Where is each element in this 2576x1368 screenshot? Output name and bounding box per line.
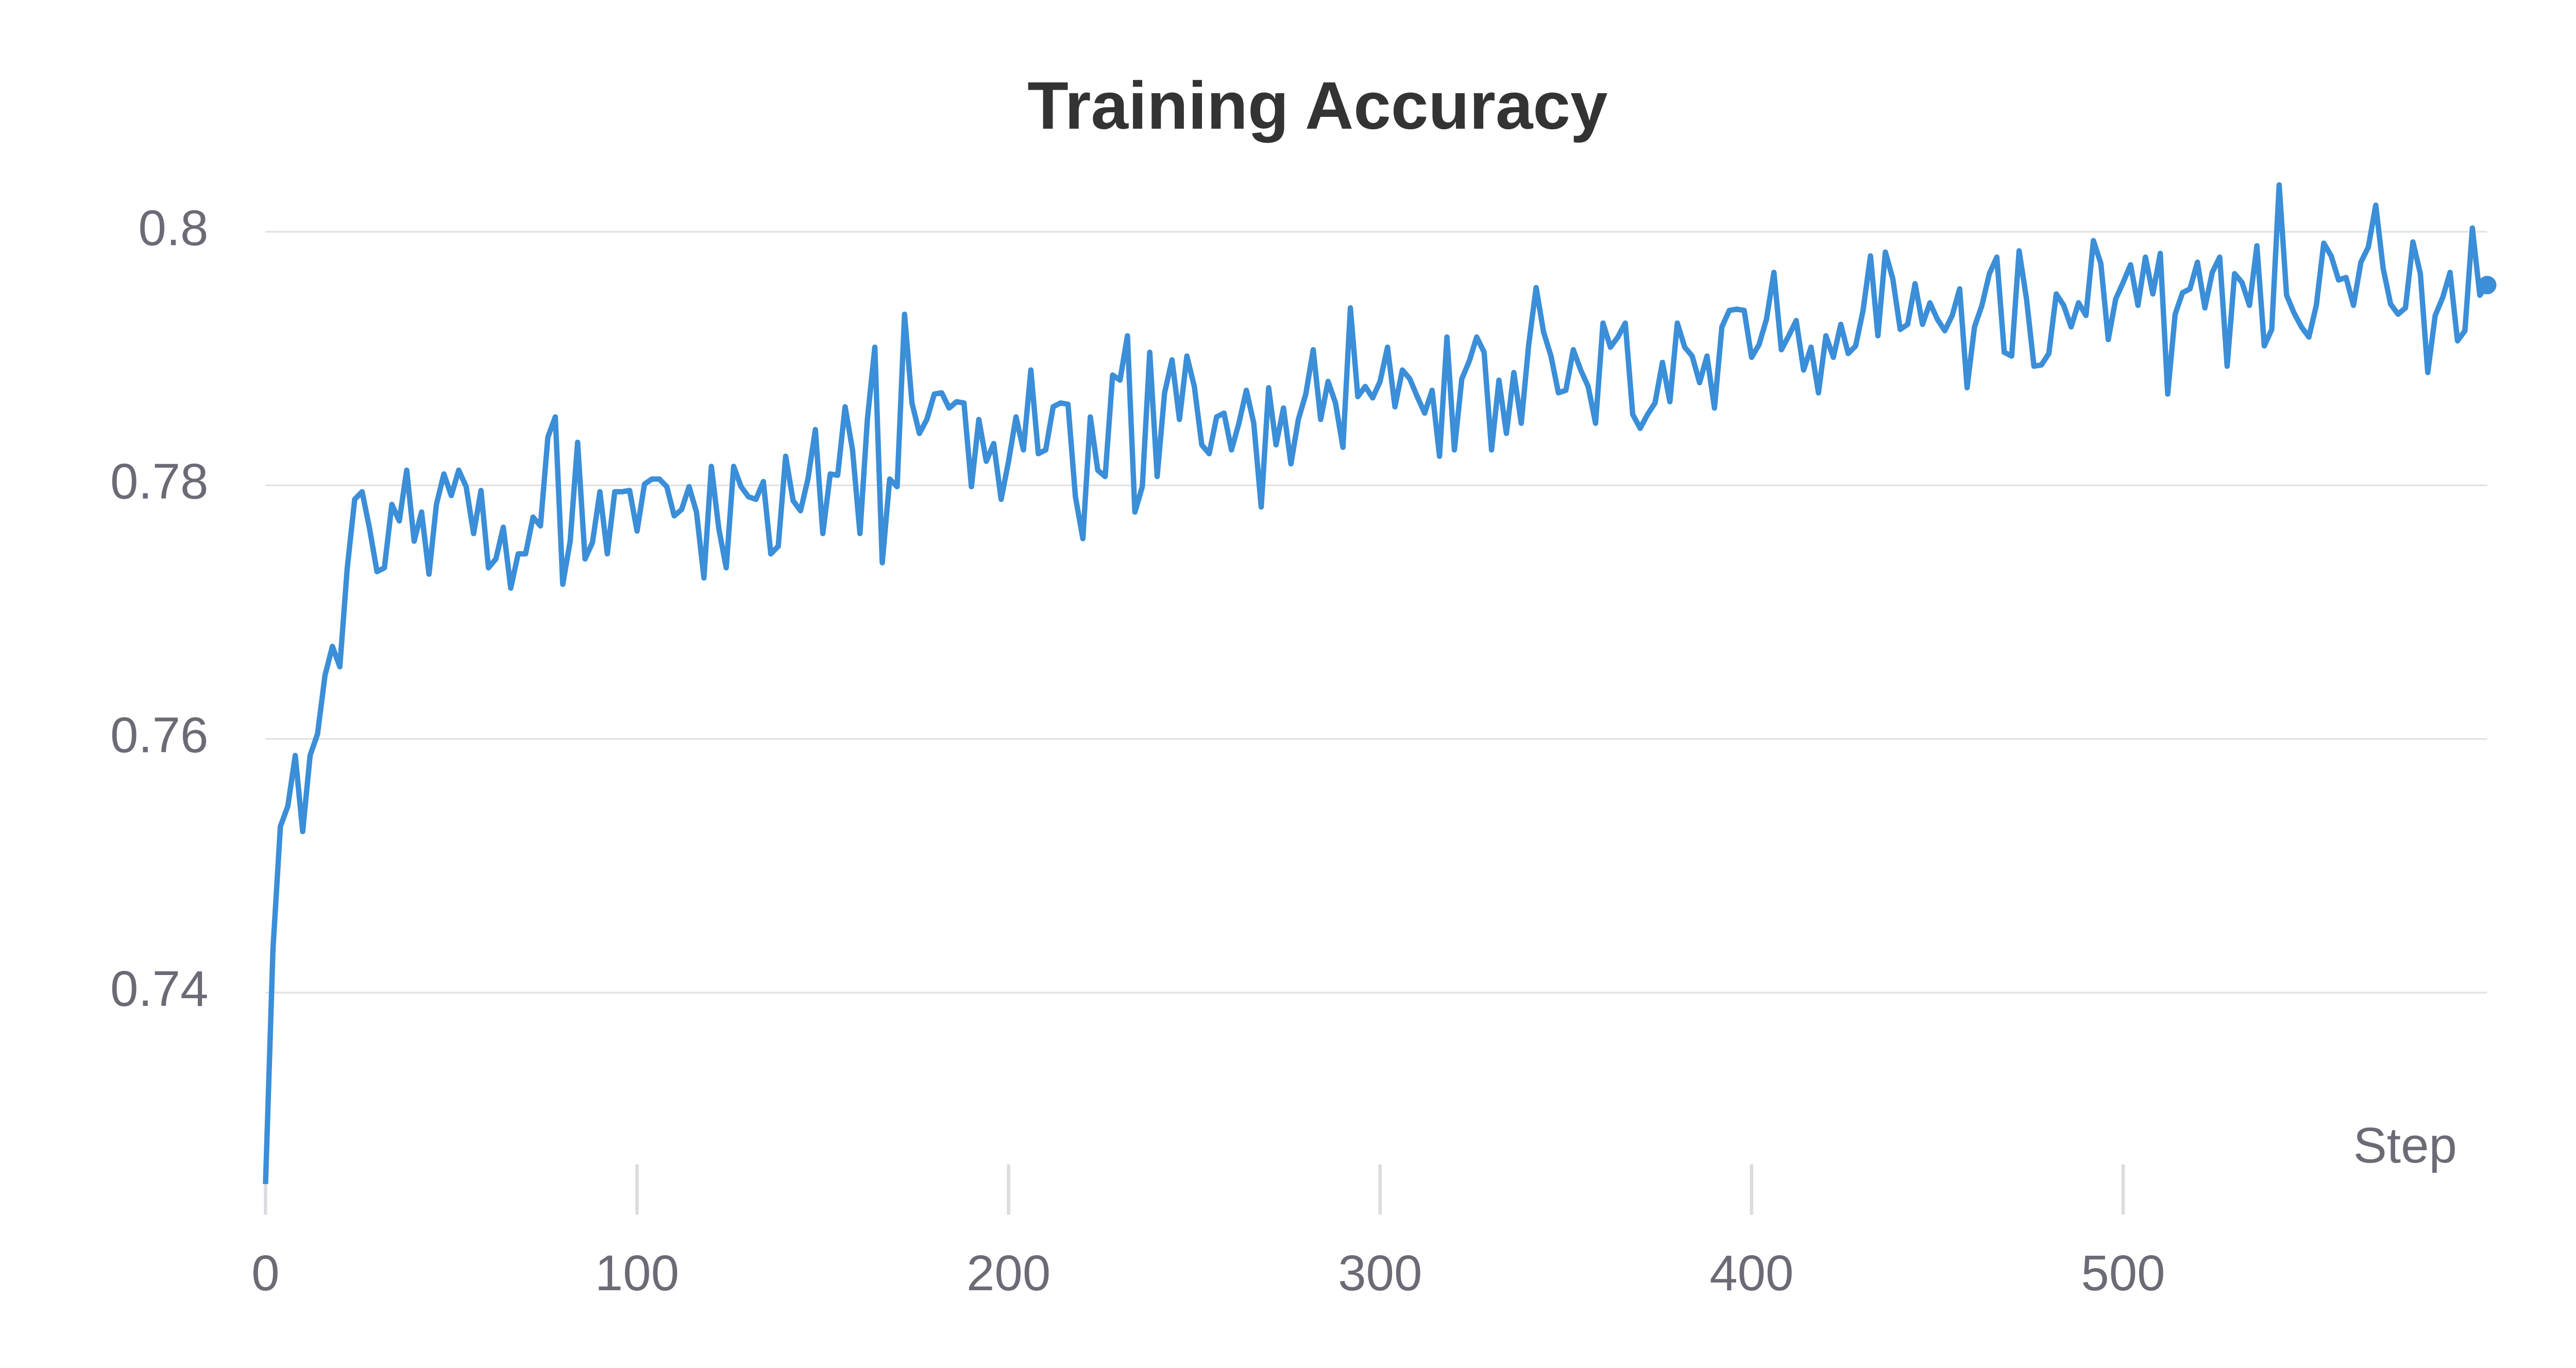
x-tick-label: 0 [251, 1244, 279, 1301]
x-tick-label: 400 [1709, 1244, 1793, 1301]
line [263, 182, 2489, 1184]
x-tick-label: 100 [595, 1244, 679, 1301]
y-tick-label: 0.74 [110, 960, 208, 1017]
x-tick-label: 300 [1338, 1244, 1422, 1301]
end-point [2478, 276, 2497, 295]
x-axis-label: Step [2353, 1117, 2457, 1173]
y-tick-label: 0.8 [138, 199, 208, 256]
y-tick-label: 0.76 [110, 707, 208, 763]
y-tick-label: 0.78 [110, 453, 208, 509]
chart-title: Training Accuracy [1027, 68, 1607, 143]
x-tick-label: 500 [2081, 1244, 2165, 1301]
x-tick-label: 200 [967, 1244, 1050, 1301]
